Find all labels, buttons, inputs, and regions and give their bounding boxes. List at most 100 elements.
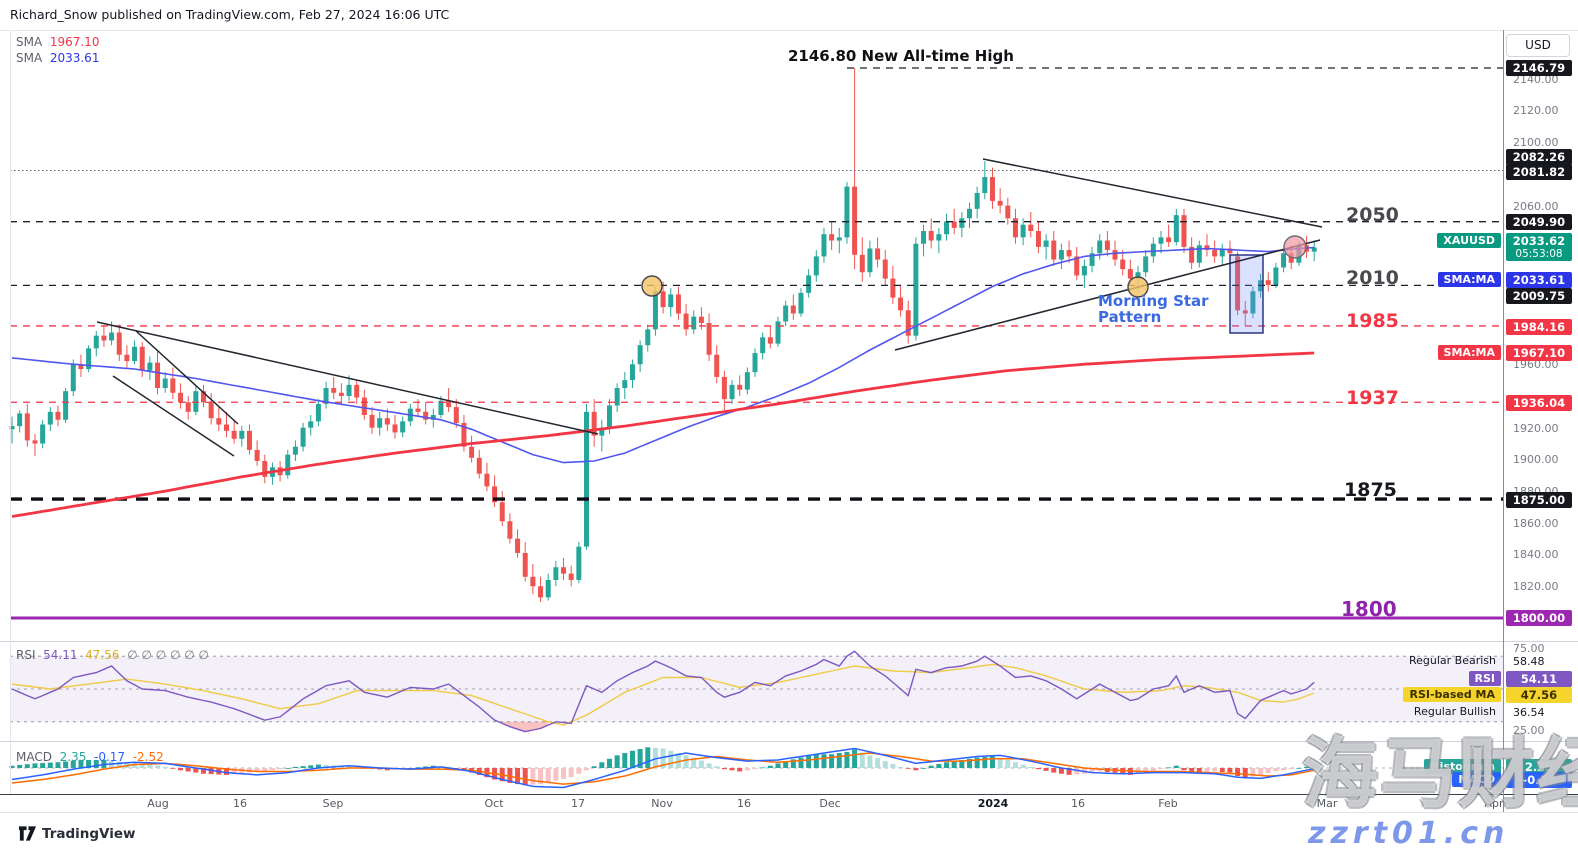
price-badge-value: 2033.62 <box>1512 234 1566 248</box>
rsi-label: RSI <box>16 648 36 662</box>
price-badge: 1967.10 <box>1506 345 1572 361</box>
time-axis-label[interactable]: Dec <box>819 797 841 810</box>
macd-signal-value: -2.52 <box>132 750 164 764</box>
price-badge-value: 2082.26 <box>1512 150 1566 164</box>
macd-badge-value: -0.17 <box>1522 773 1556 787</box>
price-badge: 2033.62 05:53:08 <box>1506 233 1572 261</box>
sma-legend-row-1[interactable]: SMA 1967.10 <box>16 35 99 49</box>
sma1-label: SMA <box>16 35 43 49</box>
level-price-label: 2010 <box>1346 267 1399 289</box>
price-badge: 1984.16 <box>1506 319 1572 335</box>
rsi-tick: 75.00 <box>1513 642 1545 655</box>
price-badge: 2081.82 <box>1506 164 1572 180</box>
time-axis-label[interactable]: 16 <box>1071 797 1085 810</box>
price-scale-border[interactable] <box>1503 30 1504 812</box>
price-badge-value: 1936.04 <box>1512 396 1566 410</box>
rsi-badge-chip: RSI-based MA <box>1403 687 1501 702</box>
macd-legend-row[interactable]: MACD 2.35 -0.17 -2.52 <box>16 750 164 764</box>
price-badge-value: 1875.00 <box>1512 493 1566 507</box>
sma-legend-row-2[interactable]: SMA 2033.61 <box>16 51 99 65</box>
time-axis-label[interactable]: Mar <box>1316 797 1338 810</box>
sma-blue-line[interactable] <box>11 246 1315 464</box>
rsi-macd-divider[interactable] <box>0 741 1578 742</box>
trendline[interactable] <box>96 321 599 435</box>
sma2-value: 2033.61 <box>49 51 100 65</box>
cjk-watermark: 海马财经 <box>1302 729 1578 818</box>
price-badge-chip: XAUUSD <box>1437 233 1501 248</box>
rsi-legend-row[interactable]: RSI 54.11 47.56 ∅ ∅ ∅ ∅ ∅ ∅ <box>16 648 209 662</box>
time-axis-label[interactable]: 17 <box>571 797 585 810</box>
price-tick: 1960.00 <box>1513 358 1559 371</box>
sma-red-line[interactable] <box>11 351 1315 518</box>
price-badge-value: 1984.16 <box>1512 320 1566 334</box>
rsi-ma-line[interactable] <box>11 663 1315 726</box>
rsi-badge: 47.56 <box>1506 687 1572 703</box>
macd-pane[interactable] <box>9 747 1504 789</box>
marker-circle[interactable] <box>641 275 663 297</box>
price-badge-value: 1800.00 <box>1512 611 1566 625</box>
price-badge: 1936.04 <box>1506 395 1572 411</box>
macd-main-line[interactable] <box>11 747 1315 789</box>
macd-label: MACD <box>16 750 52 764</box>
time-axis-label[interactable]: Aug <box>147 797 169 810</box>
rsi-value: 54.11 <box>43 648 78 662</box>
macd-signal-line[interactable] <box>11 752 1315 785</box>
axis-top-divider <box>0 794 1578 795</box>
divergence-label: Regular Bullish <box>1413 705 1496 718</box>
chart-canvas[interactable] <box>0 0 1578 812</box>
price-badge-chip: SMA:MA <box>1437 272 1501 287</box>
marker-circle[interactable] <box>1127 276 1149 298</box>
price-badge: 1875.00 <box>1506 492 1572 508</box>
level-price-label: 1800 <box>1341 597 1397 621</box>
rsi-badge-chip: RSI <box>1468 671 1501 686</box>
time-axis-label[interactable]: Sep <box>322 797 344 810</box>
rsi-tick: 25.00 <box>1513 724 1545 737</box>
macd-badge: 2.35 <box>1506 759 1572 775</box>
time-axis-label[interactable]: Feb <box>1158 797 1178 810</box>
trendline[interactable] <box>982 158 1323 228</box>
time-axis-label[interactable]: 16 <box>233 797 247 810</box>
tradingview-branding[interactable]: TradingView <box>18 825 136 842</box>
sma1-value: 1967.10 <box>49 35 100 49</box>
currency-button[interactable]: USD <box>1506 34 1570 57</box>
time-axis-label[interactable]: 2024 <box>977 797 1009 810</box>
pane-left-border <box>10 30 11 794</box>
rsi-badge-value: 47.56 <box>1520 688 1558 702</box>
trendline[interactable] <box>112 375 235 457</box>
rsi-ma-value: 47.56 <box>85 648 120 662</box>
rsi-pane[interactable] <box>10 650 1503 733</box>
rsi-hidden-values: ∅ ∅ ∅ ∅ ∅ ∅ <box>127 648 209 662</box>
time-axis[interactable]: Aug 16 Sep Oct 17 Nov 16 Dec 2024 16 Feb Mar Apr <box>0 794 1578 812</box>
time-axis-label[interactable]: 16 <box>737 797 751 810</box>
price-badge: 2033.61 <box>1506 272 1572 288</box>
price-badge: 2146.79 <box>1506 60 1572 76</box>
morning-star-highlight-box[interactable] <box>1229 254 1264 334</box>
level-price-label: 1985 <box>1346 310 1399 332</box>
price-tick: 2120.00 <box>1513 104 1559 117</box>
ath-annotation: 2146.80 New All-time High <box>788 47 1014 65</box>
trendline[interactable] <box>894 239 1321 351</box>
level-price-label: 1937 <box>1346 387 1399 409</box>
price-rsi-divider[interactable] <box>0 641 1578 642</box>
rsi-badge: 54.11 <box>1506 671 1572 687</box>
trendline[interactable] <box>135 330 239 425</box>
price-tick: 2060.00 <box>1513 200 1559 213</box>
sma2-label: SMA <box>16 51 43 65</box>
macd-badge-value: 2.35 <box>1524 760 1554 774</box>
price-badge: 1800.00 <box>1506 610 1572 626</box>
price-badge: 2009.75 <box>1506 288 1572 304</box>
price-badge: 2082.26 <box>1506 149 1572 165</box>
time-axis-label[interactable]: Nov <box>651 797 673 810</box>
price-tick: 1820.00 <box>1513 580 1559 593</box>
time-axis-label[interactable]: Oct <box>484 797 504 810</box>
price-tick: 1900.00 <box>1513 453 1559 466</box>
url-watermark[interactable]: zzrt01.cn <box>1308 816 1510 851</box>
price-pane[interactable] <box>9 67 1504 620</box>
rsi-line[interactable] <box>11 650 1315 733</box>
marker-circle[interactable] <box>1283 235 1307 259</box>
price-badge: 2049.90 <box>1506 214 1572 230</box>
macd-badge-chip: MACD <box>1452 772 1501 787</box>
price-tick: 1860.00 <box>1513 517 1559 530</box>
price-tick: 2100.00 <box>1513 136 1559 149</box>
time-axis-label[interactable]: Apr <box>1484 797 1504 810</box>
